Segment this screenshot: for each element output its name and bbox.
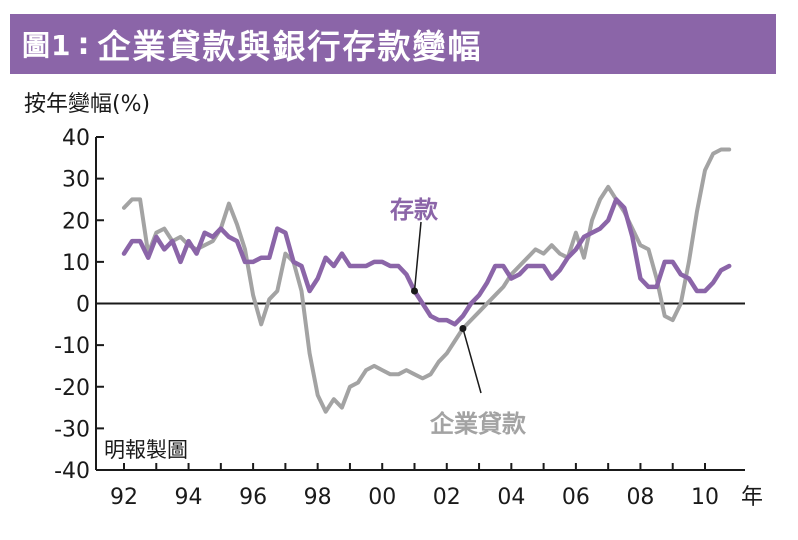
- x-tick-label: 10: [691, 485, 719, 510]
- chart-title: 企業貸款與銀行存款變幅: [97, 27, 483, 66]
- x-tick-label: 94: [175, 485, 203, 510]
- y-tick-label: 0: [76, 293, 90, 318]
- x-unit-label: 年: [741, 485, 763, 510]
- y-tick-label: 40: [62, 126, 90, 151]
- x-tick-label: 92: [110, 485, 138, 510]
- x-tick-label: 96: [239, 485, 267, 510]
- source-note: 明報製圖: [104, 438, 188, 462]
- x-tick-label: 06: [562, 485, 590, 510]
- x-tick-label: 00: [368, 485, 396, 510]
- title-separator: :: [77, 26, 90, 62]
- y-axis-label: 按年變幅(%): [24, 92, 151, 117]
- loans-callout-dot: [459, 324, 467, 332]
- title-bar: 圖1 : 企業貸款與銀行存款變幅: [10, 14, 776, 74]
- x-tick-label: 98: [304, 485, 332, 510]
- loans-series-line: [122, 147, 732, 414]
- y-tick-label: 30: [62, 168, 90, 193]
- y-tick-label: 20: [62, 209, 90, 234]
- x-tick-label: 02: [433, 485, 461, 510]
- x-tick-label: 08: [626, 485, 654, 510]
- y-tick-label: -20: [54, 376, 90, 401]
- y-tick-label: -40: [54, 459, 90, 484]
- loans-callout-line: [462, 328, 482, 394]
- y-tick-label: -30: [54, 417, 90, 442]
- x-tick-label: 04: [497, 485, 525, 510]
- deposits-series-line: [121, 197, 732, 327]
- loans-series-label: 企業貸款: [430, 410, 526, 438]
- y-tick-label: 10: [62, 251, 90, 276]
- figure-number: 圖1: [22, 29, 72, 62]
- deposits-callout-line: [413, 221, 422, 292]
- deposits-series-label: 存款: [390, 196, 438, 224]
- deposits-callout-dot: [411, 287, 418, 295]
- y-tick-label: -10: [54, 334, 90, 359]
